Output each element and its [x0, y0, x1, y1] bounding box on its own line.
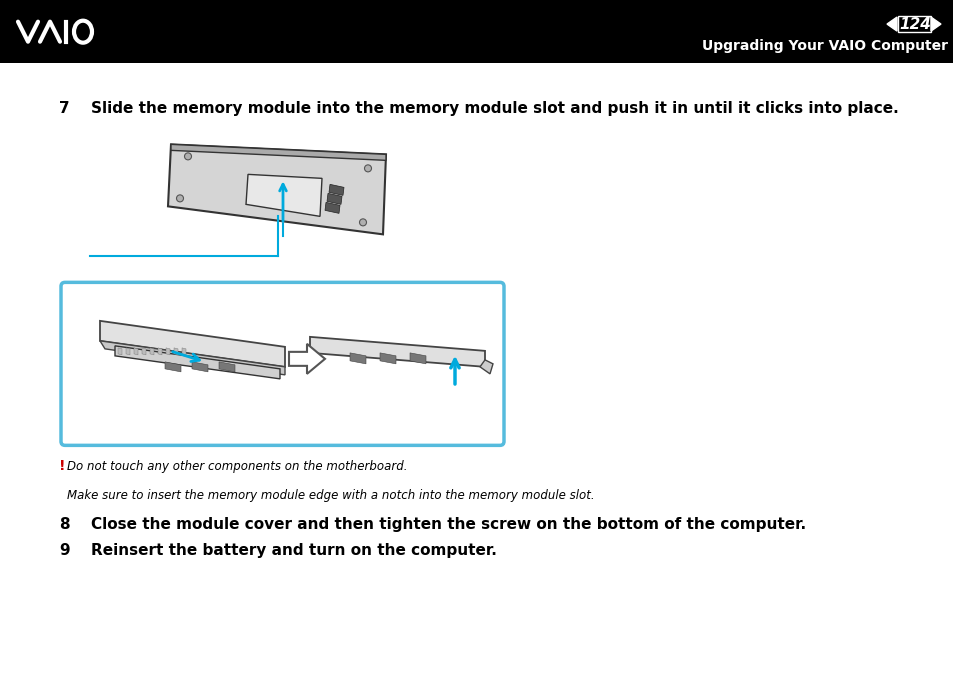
- Polygon shape: [118, 348, 122, 355]
- Text: 9: 9: [59, 543, 70, 558]
- Text: Do not touch any other components on the motherboard.: Do not touch any other components on the…: [67, 460, 407, 473]
- Polygon shape: [246, 175, 322, 216]
- Polygon shape: [289, 344, 325, 374]
- Polygon shape: [168, 144, 386, 235]
- Text: 7: 7: [59, 101, 70, 117]
- Polygon shape: [410, 353, 426, 364]
- Text: Slide the memory module into the memory module slot and push it in until it clic: Slide the memory module into the memory …: [91, 101, 898, 117]
- Polygon shape: [142, 348, 146, 355]
- Text: 124: 124: [898, 17, 930, 32]
- Polygon shape: [325, 202, 339, 214]
- Polygon shape: [150, 348, 153, 355]
- Bar: [0, 0, 953, 63]
- Polygon shape: [886, 17, 896, 31]
- Text: Upgrading Your VAIO Computer: Upgrading Your VAIO Computer: [701, 38, 947, 53]
- Polygon shape: [100, 341, 285, 375]
- Polygon shape: [310, 337, 484, 367]
- Polygon shape: [479, 360, 493, 374]
- Polygon shape: [192, 362, 208, 372]
- Text: Make sure to insert the memory module edge with a notch into the memory module s: Make sure to insert the memory module ed…: [67, 489, 594, 502]
- Text: 8: 8: [59, 518, 70, 532]
- Polygon shape: [219, 362, 234, 372]
- Polygon shape: [100, 321, 285, 367]
- Circle shape: [176, 195, 183, 202]
- Polygon shape: [165, 362, 181, 372]
- Polygon shape: [329, 185, 344, 195]
- Circle shape: [364, 165, 371, 172]
- Polygon shape: [126, 348, 130, 355]
- FancyBboxPatch shape: [61, 282, 503, 446]
- Polygon shape: [158, 348, 162, 355]
- Polygon shape: [327, 193, 341, 204]
- Polygon shape: [171, 144, 386, 160]
- Text: !: !: [59, 460, 66, 473]
- Polygon shape: [930, 17, 940, 31]
- Polygon shape: [350, 353, 366, 364]
- Text: Reinsert the battery and turn on the computer.: Reinsert the battery and turn on the com…: [91, 543, 496, 558]
- Bar: [897, 16, 930, 32]
- Polygon shape: [182, 348, 186, 355]
- Polygon shape: [173, 348, 178, 355]
- Polygon shape: [115, 346, 280, 379]
- Polygon shape: [379, 353, 395, 364]
- Circle shape: [359, 219, 366, 226]
- Circle shape: [184, 153, 192, 160]
- Text: Close the module cover and then tighten the screw on the bottom of the computer.: Close the module cover and then tighten …: [91, 518, 805, 532]
- Polygon shape: [133, 348, 138, 355]
- Polygon shape: [166, 348, 170, 355]
